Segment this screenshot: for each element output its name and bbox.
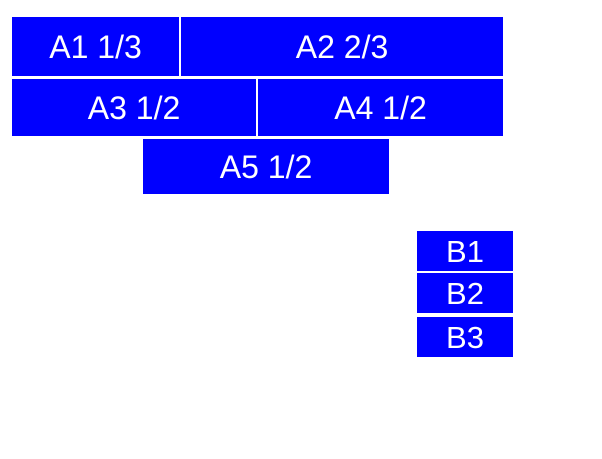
box-a2-label: A2 2/3 bbox=[295, 28, 389, 65]
box-a4-label: A4 1/2 bbox=[334, 89, 427, 126]
box-a3-label: A3 1/2 bbox=[87, 89, 181, 126]
box-b3-label: B3 bbox=[446, 319, 484, 355]
box-a3: A3 1/2 bbox=[12, 79, 256, 136]
box-a1: A1 1/3 bbox=[12, 17, 179, 76]
box-a2: A2 2/3 bbox=[181, 17, 503, 76]
box-b2-label: B2 bbox=[446, 275, 484, 311]
box-a5: A5 1/2 bbox=[143, 139, 389, 194]
box-b1: B1 bbox=[417, 231, 513, 271]
box-b3: B3 bbox=[417, 317, 513, 357]
box-b2: B2 bbox=[417, 273, 513, 313]
box-b1-label: B1 bbox=[446, 233, 484, 269]
box-a1-label: A1 1/3 bbox=[49, 28, 142, 65]
box-a5-label: A5 1/2 bbox=[219, 148, 313, 185]
box-a4: A4 1/2 bbox=[258, 79, 503, 136]
